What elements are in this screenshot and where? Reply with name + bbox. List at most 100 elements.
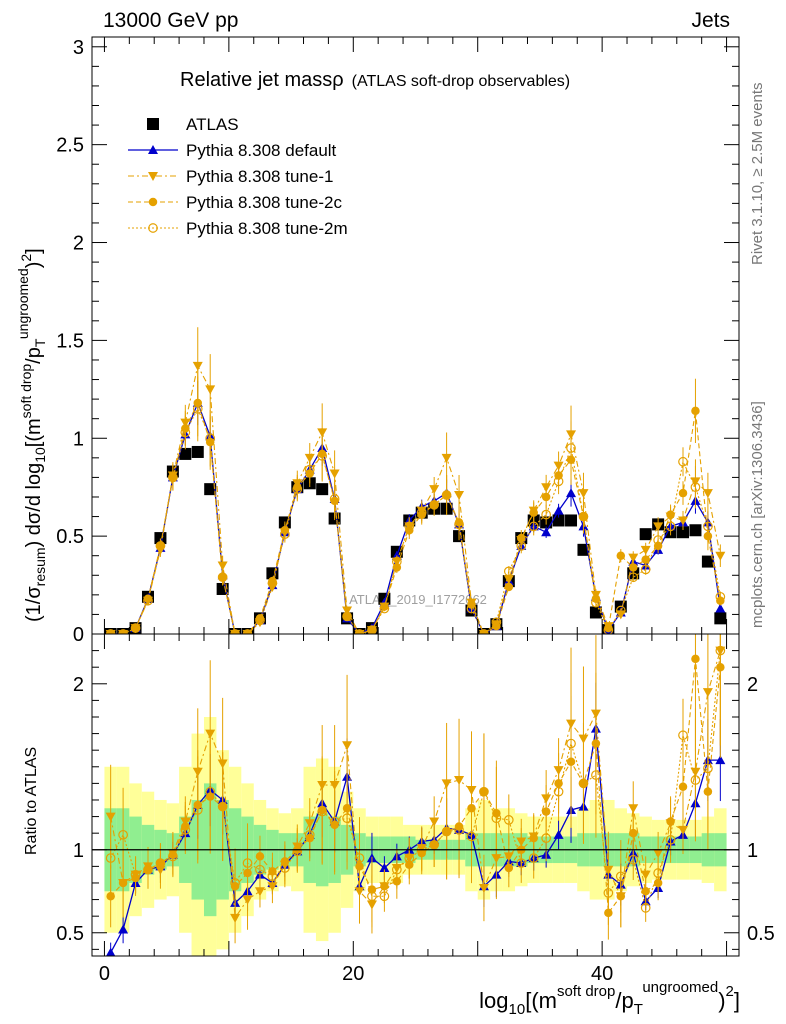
data-point — [168, 472, 178, 483]
ratio-point — [702, 688, 713, 698]
x-tick-label: 0 — [99, 963, 110, 985]
data-point — [504, 582, 514, 592]
data-point — [329, 469, 340, 479]
ratio-point — [628, 854, 639, 865]
data-point — [714, 612, 727, 625]
data-point — [628, 572, 639, 583]
data-point — [703, 521, 713, 532]
data-point — [641, 555, 650, 564]
data-point — [441, 453, 452, 463]
ratio-point — [715, 755, 726, 765]
data-point — [479, 629, 489, 634]
legend-entry: Pythia 8.308 default — [128, 141, 337, 160]
legend: ATLAS Pythia 8.308 default Pythia 8.308 tu… — [128, 115, 348, 238]
data-point — [354, 629, 365, 634]
ratio-point — [118, 878, 128, 888]
ratio-point — [541, 833, 551, 844]
data-point — [230, 629, 240, 634]
data-point — [192, 404, 203, 414]
data-point — [243, 629, 252, 634]
data-point — [217, 561, 228, 571]
data-point — [591, 597, 601, 608]
data-point — [205, 385, 216, 395]
data-point — [691, 406, 700, 416]
data-point — [566, 443, 576, 453]
data-point — [192, 361, 203, 371]
ratio-point — [516, 858, 527, 868]
data-point — [665, 521, 676, 532]
data-point — [491, 617, 502, 628]
legend-label: ATLAS — [186, 115, 239, 134]
legend-label: Pythia 8.308 tune-2m — [186, 219, 348, 238]
ratio-point — [715, 645, 726, 656]
y-tick-label: 2 — [73, 233, 84, 255]
ratio-point — [640, 903, 651, 913]
data-point — [528, 521, 539, 532]
ratio-point — [267, 871, 278, 882]
data-point — [715, 603, 726, 613]
data-point — [267, 578, 278, 588]
data-point — [566, 488, 577, 498]
ratio-point — [541, 807, 551, 816]
legend-marker — [148, 223, 158, 233]
ratio-point — [230, 878, 240, 888]
ratio-point — [292, 846, 303, 857]
data-point — [204, 483, 217, 496]
data-point — [367, 625, 377, 634]
legend-entry: Pythia 8.308 tune-2m — [128, 219, 348, 238]
ratio-point — [168, 851, 178, 862]
data-point — [429, 485, 440, 495]
ratio-point — [192, 805, 203, 815]
ratio-point — [130, 869, 141, 880]
ratio-point — [503, 815, 514, 825]
header-process-label: Jets — [691, 9, 730, 32]
x-tick-label: 40 — [591, 963, 613, 985]
data-point — [154, 532, 167, 545]
ratio-frame — [91, 633, 740, 957]
data-point — [379, 603, 390, 614]
data-point — [454, 519, 464, 530]
ratio-point — [690, 775, 701, 785]
main-panel: ATLAS_2019_I1772062 00.511.522.53 Relati… — [15, 36, 740, 646]
ratio-point — [118, 924, 129, 934]
ratio-y-tick-label: 0.5 — [56, 923, 84, 945]
ratio-point — [703, 763, 713, 774]
legend-label: Pythia 8.308 default — [186, 141, 337, 160]
data-point — [180, 427, 191, 438]
ratio-point — [217, 801, 228, 812]
data-point — [179, 447, 192, 460]
data-point — [106, 629, 115, 634]
ratio-line — [110, 650, 721, 910]
ratio-point — [404, 853, 415, 863]
ratio-point — [678, 782, 688, 791]
ratio-y-tick-label: 1 — [73, 840, 84, 862]
x-axis-label: log10[(msoft drop/pTungroomed)2] — [479, 979, 740, 1018]
data-point — [429, 499, 440, 510]
ratio-point — [106, 947, 116, 956]
data-point — [292, 484, 303, 495]
ratio-line — [110, 650, 721, 920]
ratio-y-tick-label-right: 1 — [747, 840, 758, 862]
ratio-point — [528, 853, 539, 863]
data-point — [678, 516, 689, 526]
data-point — [677, 526, 690, 539]
data-point — [639, 528, 652, 541]
data-point — [217, 572, 228, 583]
data-point — [640, 564, 651, 575]
y-tick-label: 1 — [73, 428, 84, 450]
ratio-ylabel: Ratio to ATLAS — [23, 747, 40, 855]
legend-entry: ATLAS — [147, 115, 239, 134]
ratio-point — [504, 863, 514, 873]
data-point — [715, 551, 726, 561]
ratio-point — [578, 778, 589, 789]
ratio-point — [342, 813, 352, 824]
chart-title: Relative jet massρ (ATLAS soft-drop obser… — [180, 69, 570, 91]
data-point — [454, 491, 465, 501]
data-point — [715, 591, 726, 602]
y-tick-label: 0 — [73, 624, 84, 646]
data-point — [416, 507, 427, 518]
data-point — [578, 489, 589, 499]
legend-entry: Pythia 8.308 tune-1 — [128, 167, 333, 186]
data-point — [118, 629, 128, 634]
data-point — [441, 490, 452, 500]
